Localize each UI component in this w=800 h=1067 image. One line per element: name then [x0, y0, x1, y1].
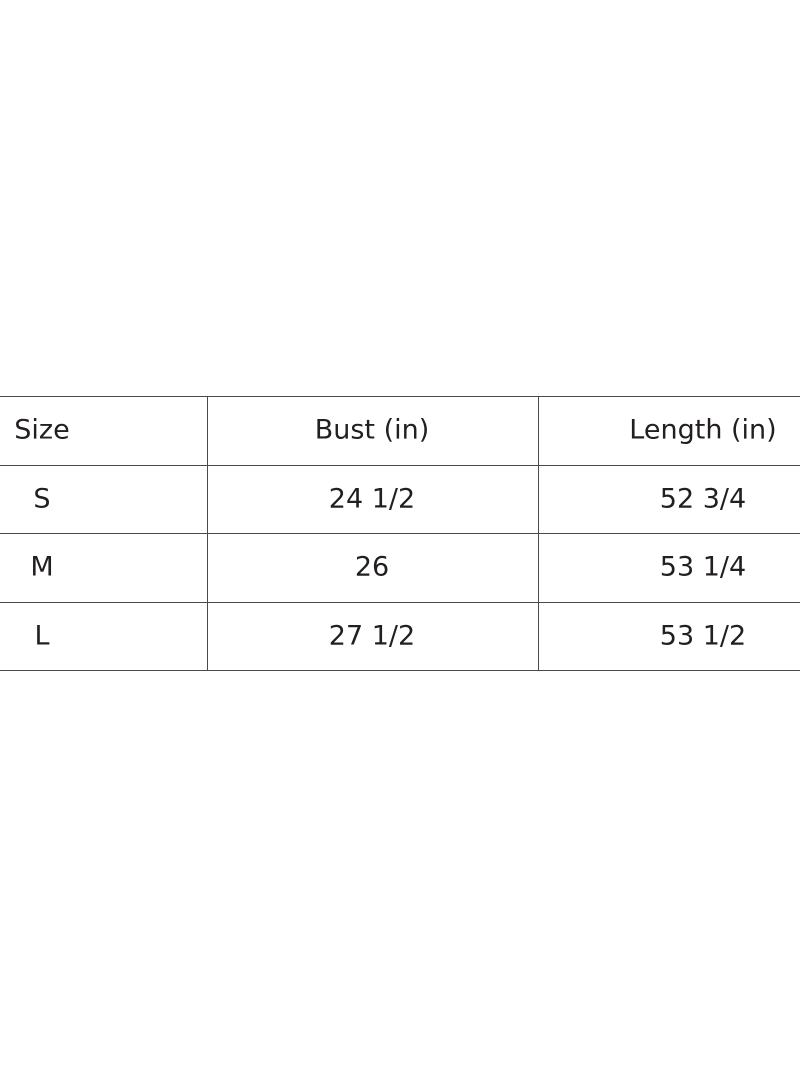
cell-length: 53 1/2	[659, 620, 747, 652]
cell-size: M	[30, 551, 54, 583]
cell-bust: 27 1/2	[328, 620, 416, 652]
row-divider	[0, 670, 800, 671]
cell-bust: 26	[354, 551, 390, 583]
header-length: Length (in)	[629, 414, 777, 446]
row-divider	[0, 533, 800, 534]
row-divider	[0, 602, 800, 603]
column-divider	[538, 397, 539, 671]
header-bust: Bust (in)	[314, 414, 430, 446]
column-divider	[207, 397, 208, 671]
row-divider	[0, 396, 800, 397]
row-divider	[0, 465, 800, 466]
cell-length: 52 3/4	[659, 483, 747, 515]
cell-bust: 24 1/2	[328, 483, 416, 515]
cell-length: 53 1/4	[659, 551, 747, 583]
cell-size: S	[33, 483, 51, 515]
header-size: Size	[14, 414, 70, 446]
cell-size: L	[34, 620, 50, 652]
